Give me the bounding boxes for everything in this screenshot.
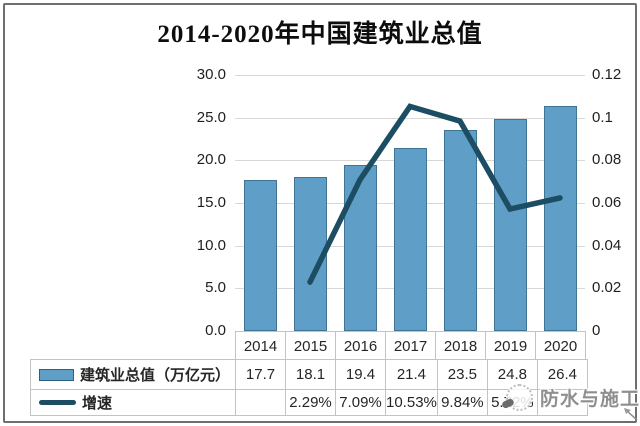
value-cell <box>235 389 286 416</box>
year-header-cell: 2017 <box>385 331 436 361</box>
growth-line-series <box>307 103 563 285</box>
value-cell <box>536 389 588 416</box>
value-cell: 7.09% <box>335 389 386 416</box>
value-cell: 23.5 <box>436 359 488 390</box>
value-cell: 19.4 <box>335 359 386 390</box>
bar-2017 <box>394 148 427 331</box>
left-axis-tick: 10.0 <box>196 237 226 254</box>
year-header-cell: 2019 <box>485 331 536 361</box>
gridline <box>235 118 585 119</box>
bar-2016 <box>344 165 377 331</box>
year-header-cell: 2015 <box>285 331 336 361</box>
right-axis-tick: 0 <box>592 322 601 339</box>
plot-area <box>235 75 585 331</box>
year-header-cell: 2016 <box>335 331 386 361</box>
right-axis-tick: 0.1 <box>592 109 613 126</box>
right-axis-tick: 0.04 <box>592 237 622 254</box>
bar-legend-swatch-icon <box>39 368 74 381</box>
corner-arrow-icon <box>624 408 638 421</box>
legend-label-cell: 增速 <box>30 389 236 416</box>
right-axis-tick: 0.08 <box>592 151 622 168</box>
left-axis-tick: 0.0 <box>205 322 226 339</box>
year-header-cell: 2014 <box>235 331 286 361</box>
bar-2019 <box>494 119 527 331</box>
line-legend-swatch-icon <box>39 400 76 405</box>
right-axis-tick: 0.06 <box>592 194 622 211</box>
year-header-cell: 2020 <box>535 331 586 361</box>
bar-2018 <box>444 130 477 331</box>
right-axis-tick: 0.12 <box>592 66 622 83</box>
data-table: 建筑业总值（万亿元） 17.7 18.1 19.4 21.4 23.5 24.8 26.4 增速… <box>30 359 588 416</box>
watermark: 防水与施工 <box>501 384 640 411</box>
year-header-cell: 2018 <box>435 331 486 361</box>
left-axis-tick: 5.0 <box>205 279 226 296</box>
value-cell: 9.84% <box>436 389 488 416</box>
left-axis-tick: 20.0 <box>196 151 226 168</box>
gridline <box>235 75 585 76</box>
year-header-row: 2014 2015 2016 2017 2018 2019 2020 <box>235 331 586 361</box>
legend-label-cell: 建筑业总值（万亿元） <box>30 359 236 390</box>
watermark-text: 防水与施工 <box>540 389 640 410</box>
series-label: 增速 <box>82 395 113 412</box>
series-label: 建筑业总值（万亿元） <box>80 367 231 384</box>
left-axis-tick: 30.0 <box>196 66 226 83</box>
value-cell: 2.29% <box>285 389 336 416</box>
right-axis-tick: 0.02 <box>592 279 622 296</box>
bar-2014 <box>244 180 277 331</box>
value-cell: 10.53% <box>385 389 438 416</box>
value-cell: 18.1 <box>285 359 336 390</box>
value-cell: 26.4 <box>536 359 588 390</box>
bar-2020 <box>544 106 577 331</box>
watermark-logo-icon <box>501 384 533 411</box>
value-cell: 21.4 <box>385 359 438 390</box>
value-cell: 17.7 <box>235 359 286 390</box>
chart-title: 2014-2020年中国建筑业总值 <box>157 21 483 48</box>
left-axis-tick: 25.0 <box>196 109 226 126</box>
left-axis-tick: 15.0 <box>196 194 226 211</box>
